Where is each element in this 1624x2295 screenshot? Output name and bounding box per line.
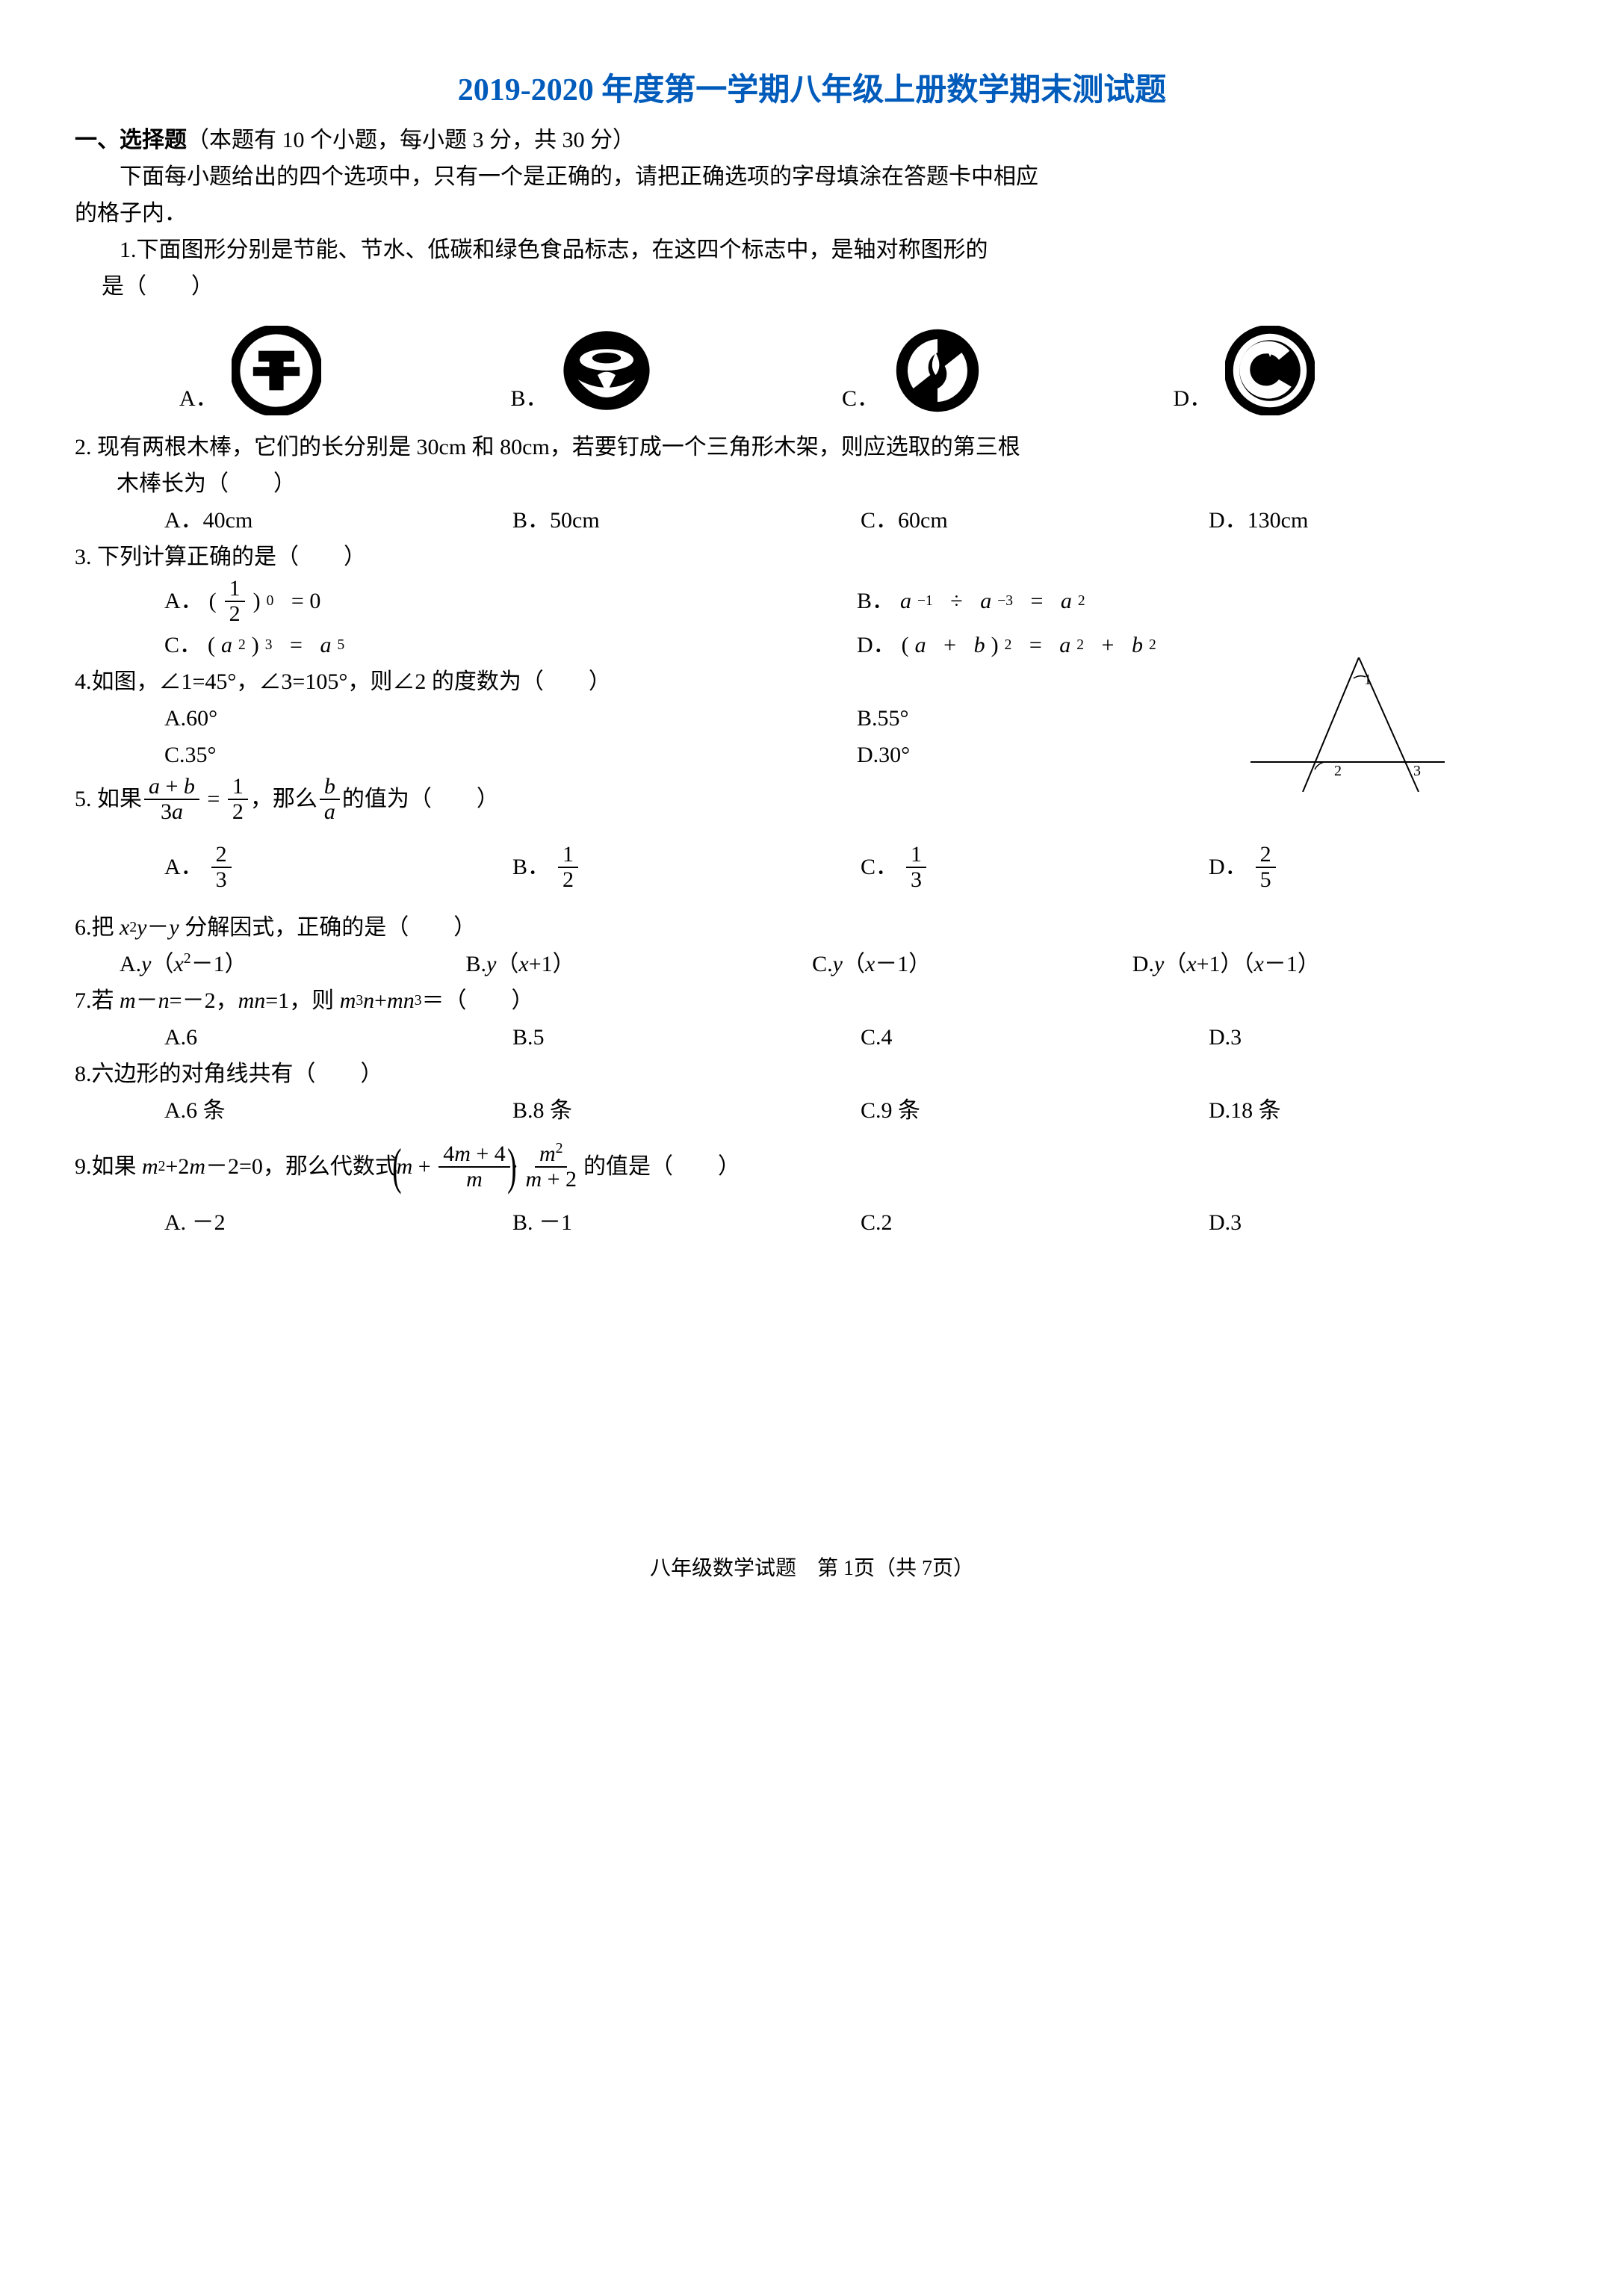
- option-label-a: A．: [179, 382, 218, 415]
- q9-text: 9.如果 m2+2m－2=0，那么代数式 (m + 4m + 4m)·m2m +…: [75, 1142, 1549, 1191]
- q4-opt-a: A.60°: [164, 701, 857, 735]
- section-heading: 一、选择题（本题有 10 个小题，每小题 3 分，共 30 分）: [75, 123, 1549, 157]
- q9-opt-c: C.2: [861, 1206, 1201, 1239]
- section-note: （本题有 10 个小题，每小题 3 分，共 30 分）: [187, 128, 635, 152]
- q9-opt-d: D.3: [1209, 1206, 1549, 1239]
- tri-label-3: 3: [1413, 763, 1421, 779]
- q9-opt-a: A. －2: [164, 1206, 505, 1239]
- section-label: 一、选择题: [75, 128, 187, 152]
- q7-m1: ，: [216, 984, 238, 1018]
- q7-text: 7.若 m－n=－2，mn=1，则 m3n+mn3＝（ ）: [75, 984, 1549, 1018]
- q1-option-b: B．: [511, 326, 843, 415]
- q2-opt-a: A．40cm: [164, 504, 505, 537]
- intro-line-2: 的格子内．: [75, 196, 1549, 230]
- q1-text-2: 是（ ）: [75, 270, 1549, 303]
- option-label-c: C．: [842, 382, 879, 415]
- q1-text: 1.下面图形分别是节能、节水、低碳和绿色食品标志，在这四个标志中，是轴对称图形的: [75, 233, 1549, 267]
- page-footer: 八年级数学试题 第 1页（共 7页）: [75, 1553, 1549, 1585]
- logo-lowcarbon-icon: [893, 326, 982, 415]
- q6-opt-a: A.y（x2－1）: [120, 947, 459, 981]
- q6-text: 6.把 x2y－y 分解因式，正确的是（ ）: [75, 911, 1549, 944]
- q1-option-c: C．: [842, 326, 1174, 415]
- q4-opt-c: C.35°: [164, 738, 857, 772]
- q3-opt-b: B．a−1 ÷ a−3 = a2: [857, 577, 1549, 625]
- q7-pre: 7.若: [75, 984, 114, 1018]
- q6-pre: 6.把: [75, 911, 114, 944]
- q3-opt-d: D．(a + b)2 = a2 + b2: [857, 628, 1549, 662]
- page-title: 2019-2020 年度第一学期八年级上册数学期末测试题: [75, 67, 1549, 114]
- q5-opt-a: A．23: [164, 843, 505, 891]
- q7-opt-a: A.6: [164, 1020, 505, 1054]
- q1-option-a: A．: [179, 326, 511, 415]
- q3-text: 3. 下列计算正确的是（ ）: [75, 540, 1549, 574]
- q2-options: A．40cm B．50cm C．60cm D．130cm: [164, 504, 1549, 537]
- intro-line-1: 下面每小题给出的四个选项中，只有一个是正确的，请把正确选项的字母填涂在答题卡中相…: [75, 160, 1549, 193]
- q5-pre: 5. 如果: [75, 782, 142, 816]
- q8-opt-c: C.9 条: [861, 1094, 1201, 1127]
- q9-post: 的值是（ ）: [583, 1150, 740, 1183]
- logo-water-icon: [562, 326, 651, 415]
- q5-options: A．23 B．12 C．13 D．25: [164, 843, 1549, 891]
- q2-opt-b: B．50cm: [512, 504, 853, 537]
- tri-label-1: 1: [1364, 672, 1372, 688]
- q9-mid: ，那么代数式: [263, 1150, 397, 1183]
- option-label-b: B．: [511, 382, 548, 415]
- q9-options: A. －2 B. －1 C.2 D.3: [164, 1206, 1549, 1239]
- q6-opt-d: D.y（x+1）（x－1）: [1132, 947, 1549, 981]
- q6-opt-c: C.y（x－1）: [812, 947, 1125, 981]
- q4-block: 4.如图，∠1=45°，∠3=105°，则∠2 的度数为（ ） A.60° B.…: [75, 665, 1549, 772]
- q2-opt-d: D．130cm: [1209, 504, 1549, 537]
- q6-options: A.y（x2－1） B.y（x+1） C.y（x－1） D.y（x+1）（x－1…: [120, 947, 1549, 981]
- q2-opt-c: C．60cm: [861, 504, 1201, 537]
- q5-post: 的值为（ ）: [342, 782, 499, 816]
- q9-opt-b: B. －1: [512, 1206, 853, 1239]
- q5-opt-c: C．13: [861, 843, 1201, 891]
- q7-post: ＝（ ）: [421, 984, 533, 1018]
- triangle-figure-icon: 1 2 3: [1250, 657, 1445, 802]
- q9-pre: 9.如果: [75, 1150, 137, 1183]
- q8-opt-a: A.6 条: [164, 1094, 505, 1127]
- q8-opt-b: B.8 条: [512, 1094, 853, 1127]
- q8-options: A.6 条 B.8 条 C.9 条 D.18 条: [164, 1094, 1549, 1127]
- q6-post: 分解因式，正确的是（ ）: [185, 911, 476, 944]
- q7-options: A.6 B.5 C.4 D.3: [164, 1020, 1549, 1054]
- q5-opt-b: B．12: [512, 843, 853, 891]
- q4-opt-d: D.30°: [857, 738, 1549, 772]
- q5-mid: ，那么: [250, 782, 317, 816]
- q5-opt-d: D．25: [1209, 843, 1549, 891]
- q6-opt-b: B.y（x+1）: [466, 947, 805, 981]
- q4-opt-b: B.55°: [857, 701, 1549, 735]
- q3-opt-c: C．(a2)3 = a5: [164, 628, 857, 662]
- option-label-d: D．: [1174, 382, 1212, 415]
- q8-opt-d: D.18 条: [1209, 1094, 1549, 1127]
- logo-greenfood-icon: [1225, 326, 1315, 415]
- tri-label-2: 2: [1334, 763, 1342, 779]
- q7-m2: ，则: [289, 984, 334, 1018]
- q2-text-b: 木棒长为（ ）: [75, 467, 1549, 501]
- q1-options-row: A． B． C．: [179, 326, 1504, 415]
- q3-row1: A．(12)0 = 0 B．a−1 ÷ a−3 = a2: [164, 577, 1549, 625]
- q8-text: 8.六边形的对角线共有（ ）: [75, 1057, 1549, 1091]
- q7-opt-d: D.3: [1209, 1020, 1549, 1054]
- q7-opt-b: B.5: [512, 1020, 853, 1054]
- q1-option-d: D．: [1174, 326, 1505, 415]
- q7-opt-c: C.4: [861, 1020, 1201, 1054]
- q2-text-a: 2. 现有两根木棒，它们的长分别是 30cm 和 80cm，若要钉成一个三角形木…: [75, 430, 1549, 464]
- logo-energy-icon: [232, 326, 321, 415]
- q3-opt-a: A．(12)0 = 0: [164, 577, 857, 625]
